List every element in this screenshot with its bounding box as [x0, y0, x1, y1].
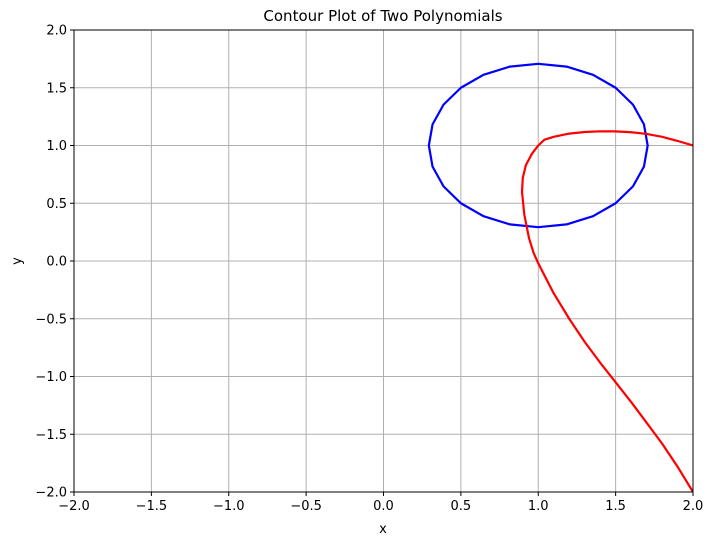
- x-tick-label: 0.0: [373, 499, 394, 514]
- x-tick-label: 2.0: [683, 499, 704, 514]
- x-tick-label: −1.0: [213, 499, 245, 514]
- series-layer: [427, 62, 693, 492]
- x-tick-label: 1.0: [528, 499, 549, 514]
- y-tick-label: 0.5: [46, 197, 67, 212]
- x-tick-label: −1.5: [136, 499, 168, 514]
- y-tick-label: −1.0: [35, 370, 67, 385]
- x-axis: −2.0 −1.5 −1.0 −0.5 0.0 0.5 1.0 1.5 2.0: [58, 492, 703, 514]
- y-tick-label: 1.0: [46, 139, 67, 154]
- y-tick-label: 1.5: [46, 81, 67, 96]
- y-tick-label: 2.0: [46, 24, 67, 39]
- x-tick-label: −2.0: [58, 499, 90, 514]
- x-tick-label: 1.5: [605, 499, 626, 514]
- chart-title: Contour Plot of Two Polynomials: [263, 7, 502, 25]
- y-tick-label: −0.5: [35, 312, 67, 327]
- x-tick-label: 0.5: [451, 499, 472, 514]
- x-axis-label: x: [379, 522, 387, 537]
- x-tick-label: −0.5: [290, 499, 322, 514]
- y-tick-label: 0.0: [46, 255, 67, 270]
- y-tick-label: −2.0: [35, 486, 67, 501]
- y-axis-label: y: [10, 257, 25, 265]
- contour-line-1: [427, 62, 649, 229]
- y-tick-label: −1.5: [35, 428, 67, 443]
- contour-line-2: [520, 130, 693, 492]
- y-axis: −2.0 −1.5 −1.0 −0.5 0.0 0.5 1.0 1.5 2.0: [35, 24, 74, 501]
